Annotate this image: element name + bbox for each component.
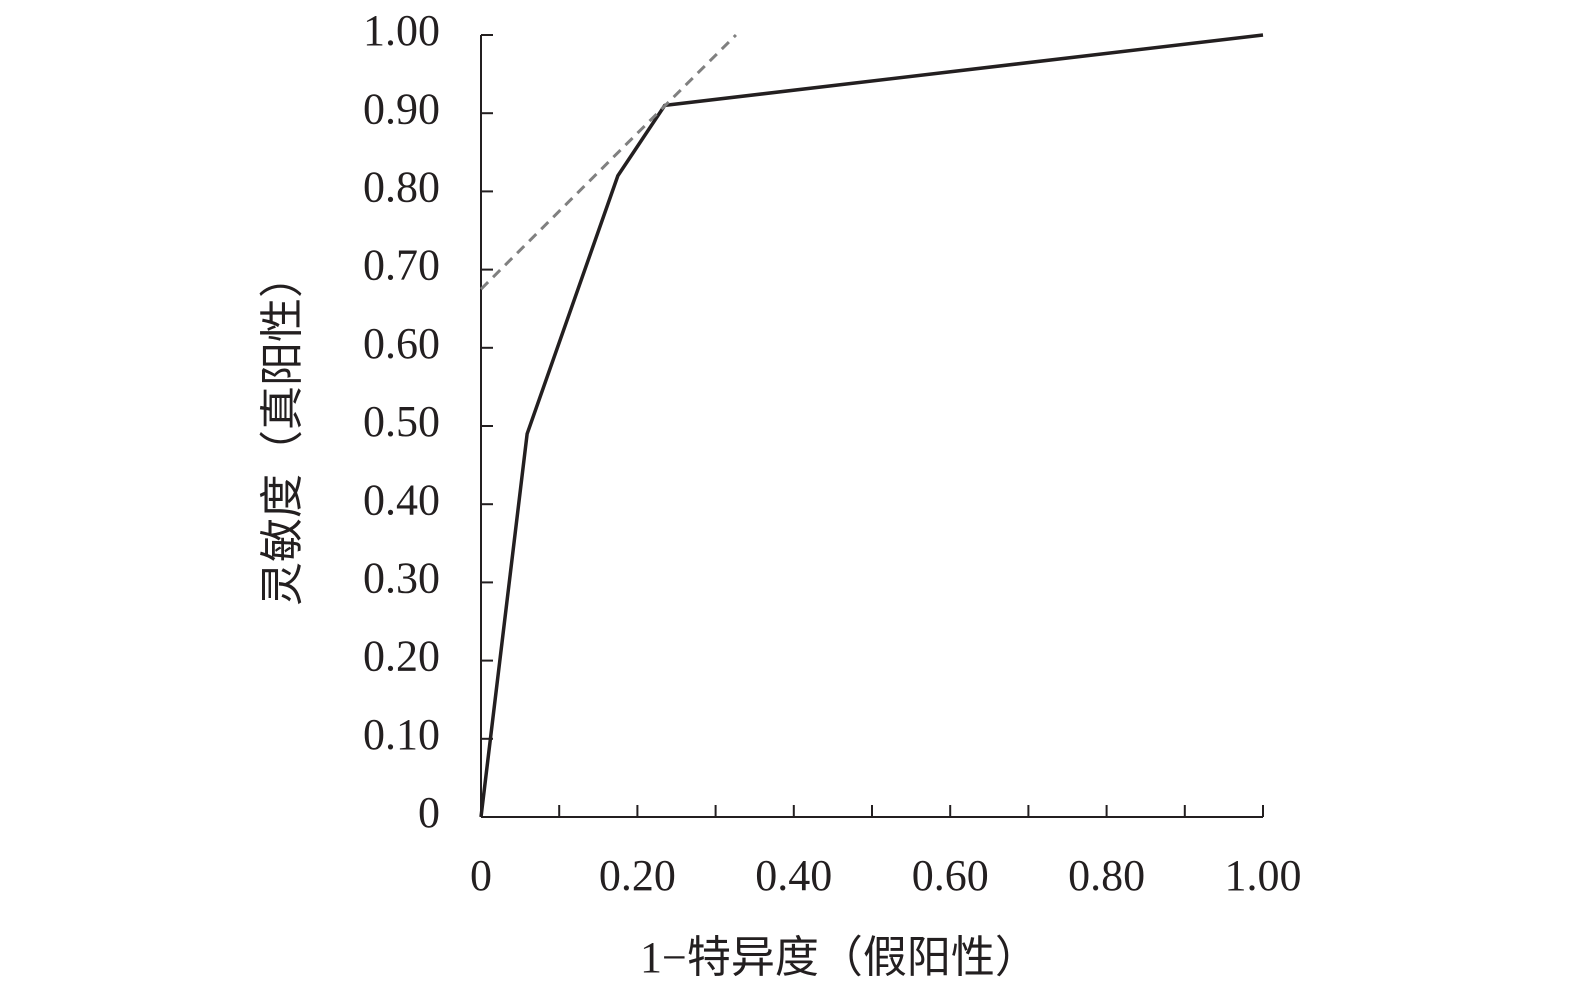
x-tick-label: 0.60 — [912, 851, 989, 900]
x-tick-label: 0 — [470, 851, 492, 900]
x-tick-label: 1.00 — [1225, 851, 1302, 900]
y-tick-label: 0.10 — [363, 710, 440, 759]
x-tick-label: 0.40 — [755, 851, 832, 900]
y-tick-label: 0.70 — [363, 241, 440, 290]
x-tick-label: 0.20 — [599, 851, 676, 900]
x-axis-label: 1−特异度（假阳性） — [640, 933, 1039, 982]
y-tick-label: 0.60 — [363, 319, 440, 368]
y-tick-label: 0.80 — [363, 162, 440, 211]
line — [479, 33, 1264, 818]
y-tick-label: 0.30 — [363, 553, 440, 602]
y-tick-label: 0 — [418, 788, 440, 837]
y-tick-label: 1.00 — [363, 6, 440, 55]
line — [479, 33, 737, 291]
y-tick-label: 0.20 — [363, 632, 440, 681]
y-tick-label: 0.90 — [363, 84, 440, 133]
x-tick-label: 0.80 — [1068, 851, 1145, 900]
y-tick-label: 0.50 — [363, 397, 440, 446]
y-axis-label: 灵敏度（真阳性） — [258, 254, 307, 606]
y-tick-label: 0.40 — [363, 475, 440, 524]
